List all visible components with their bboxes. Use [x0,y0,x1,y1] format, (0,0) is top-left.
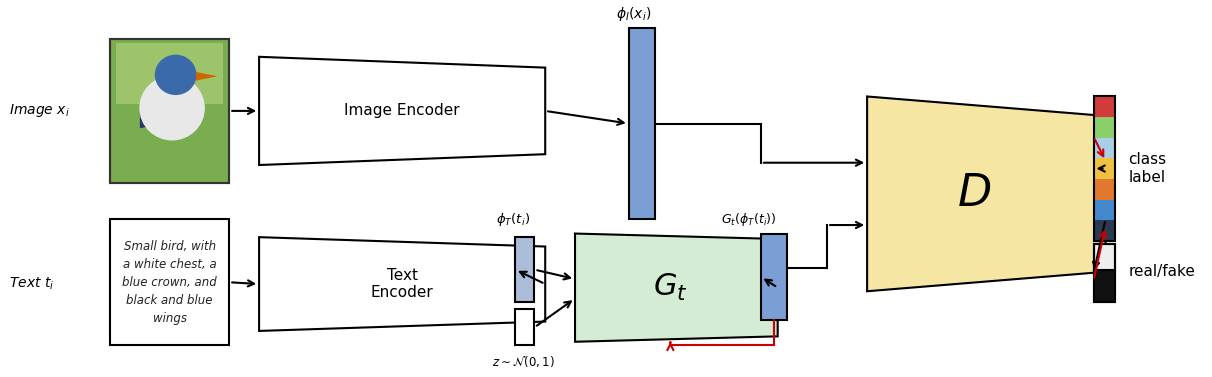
FancyBboxPatch shape [515,309,534,345]
FancyBboxPatch shape [1093,117,1115,138]
FancyBboxPatch shape [1093,220,1115,241]
Text: $\phi_T(t_i)$: $\phi_T(t_i)$ [496,211,530,228]
Polygon shape [259,237,545,331]
FancyBboxPatch shape [1093,179,1115,199]
FancyBboxPatch shape [1093,97,1115,117]
Text: $\phi_I(x_i)$: $\phi_I(x_i)$ [616,5,651,23]
Text: class
label: class label [1128,152,1166,185]
FancyBboxPatch shape [1093,270,1115,302]
Text: Text $t_i$: Text $t_i$ [8,276,53,292]
FancyBboxPatch shape [1093,158,1115,179]
Polygon shape [574,233,778,342]
Ellipse shape [139,75,205,141]
Text: $G_t(\phi_T(t_i))$: $G_t(\phi_T(t_i))$ [721,211,777,228]
Text: Image Encoder: Image Encoder [344,103,461,118]
FancyBboxPatch shape [1093,138,1115,158]
Text: $z\sim\mathcal{N}(0,1)$: $z\sim\mathcal{N}(0,1)$ [492,354,555,369]
FancyBboxPatch shape [1093,244,1115,270]
Polygon shape [196,72,217,81]
Polygon shape [259,57,545,165]
Text: Image $x_i$: Image $x_i$ [8,103,69,120]
FancyBboxPatch shape [110,219,229,345]
Ellipse shape [155,55,196,95]
Text: Text
Encoder: Text Encoder [371,268,434,300]
Polygon shape [867,97,1105,291]
Polygon shape [139,89,194,128]
FancyBboxPatch shape [515,237,534,302]
FancyBboxPatch shape [761,233,788,320]
FancyBboxPatch shape [116,43,223,104]
Text: real/fake: real/fake [1128,264,1195,279]
FancyBboxPatch shape [629,28,654,219]
FancyBboxPatch shape [1093,199,1115,220]
Text: $D$: $D$ [957,172,991,215]
FancyBboxPatch shape [110,39,229,183]
Text: Small bird, with
a white chest, a
blue crown, and
black and blue
wings: Small bird, with a white chest, a blue c… [122,240,217,325]
Text: $G_t$: $G_t$ [653,272,687,303]
